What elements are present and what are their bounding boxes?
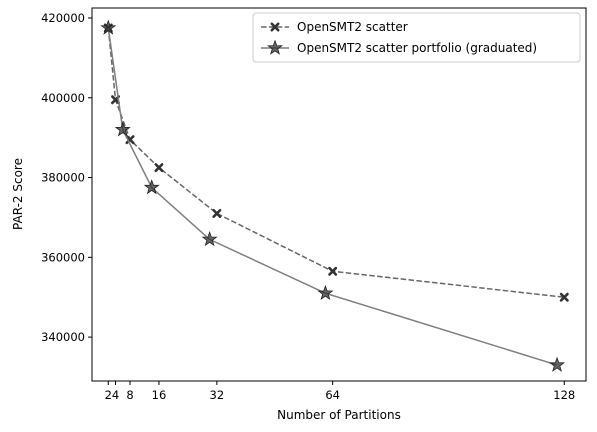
data-point-marker	[125, 135, 135, 145]
x-axis-ticks: 2 4 8 16 32 64 128	[105, 381, 575, 402]
series-line	[107, 27, 565, 298]
legend-marker-portfolio	[267, 39, 283, 55]
series-layer	[100, 19, 569, 372]
x-tick-label: 8	[126, 388, 133, 402]
legend-x-marker	[270, 22, 280, 32]
y-axis-ticks: 340000 360000 380000 400000 420000	[41, 11, 92, 344]
data-point-marker	[201, 230, 218, 247]
data-point-marker	[143, 179, 160, 195]
x-tick-label: 64	[325, 388, 340, 402]
y-axis-label: PAR-2 Score	[11, 158, 25, 230]
y-tick-label: 400000	[41, 91, 85, 105]
y-tick-label: 380000	[41, 171, 85, 185]
data-point-marker	[100, 19, 117, 35]
data-point-marker	[114, 121, 131, 137]
plot-frame	[91, 7, 587, 382]
y-tick-label: 340000	[41, 330, 85, 344]
legend-star-marker	[267, 39, 283, 55]
series-1	[103, 23, 569, 302]
series-line	[107, 27, 558, 366]
data-point-marker	[154, 163, 164, 173]
x-tick-label: 16	[152, 388, 167, 402]
series-2	[100, 19, 566, 372]
data-point-marker	[212, 208, 222, 218]
data-point-marker	[317, 284, 334, 301]
x-tick-label: 4	[112, 388, 119, 402]
legend-label-scatter: OpenSMT2 scatter	[297, 20, 408, 34]
y-tick-label: 360000	[41, 250, 85, 264]
data-point-marker	[559, 292, 569, 302]
legend: OpenSMT2 scatter OpenSMT2 scatter portfo…	[252, 12, 581, 63]
x-tick-label: 2	[105, 388, 112, 402]
legend-box	[252, 12, 581, 63]
x-axis-label: Number of Partitions	[277, 408, 401, 422]
x-tick-label: 128	[553, 388, 575, 402]
data-point-marker	[328, 266, 338, 276]
y-tick-label: 420000	[41, 11, 85, 25]
data-point-marker	[549, 356, 566, 372]
legend-label-portfolio: OpenSMT2 scatter portfolio (graduated)	[297, 41, 537, 55]
x-tick-label: 32	[210, 388, 225, 402]
legend-marker-scatter	[270, 22, 280, 32]
